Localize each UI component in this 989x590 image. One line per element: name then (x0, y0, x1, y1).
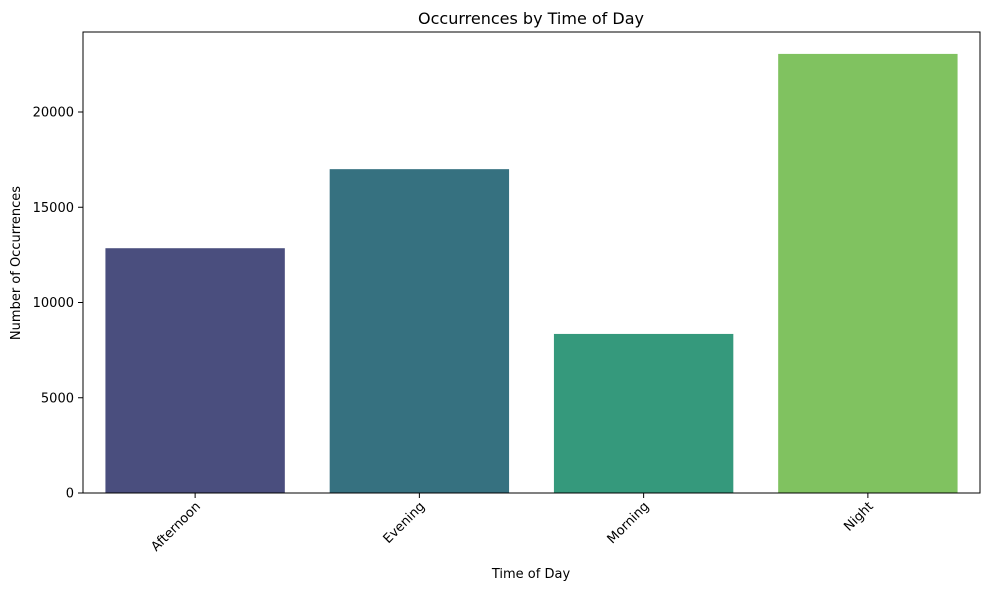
bar-evening (329, 169, 510, 493)
bar-morning (553, 333, 734, 493)
y-tick-label: 20000 (33, 106, 74, 121)
x-tick-label: Night (841, 499, 876, 534)
chart-title: Occurrences by Time of Day (418, 9, 644, 28)
y-axis-title: Number of Occurrences (9, 186, 24, 340)
y-tick-label: 5000 (41, 391, 74, 406)
plot-frame (82, 31, 981, 494)
x-tick-label: Evening (381, 499, 429, 547)
x-tick-label: Afternoon (149, 499, 204, 554)
bar-afternoon (105, 248, 285, 493)
y-tick-label: 15000 (33, 201, 74, 216)
x-tick-label: Morning (605, 499, 653, 547)
x-axis-title: Time of Day (491, 567, 571, 582)
bar-night (778, 53, 958, 494)
bars-group (105, 53, 958, 494)
x-axis: Afternoon Evening Morning Night (149, 493, 877, 555)
y-tick-label: 10000 (33, 296, 74, 311)
y-axis: 0 5000 10000 15000 20000 (33, 106, 83, 502)
y-tick-label: 0 (66, 487, 74, 502)
